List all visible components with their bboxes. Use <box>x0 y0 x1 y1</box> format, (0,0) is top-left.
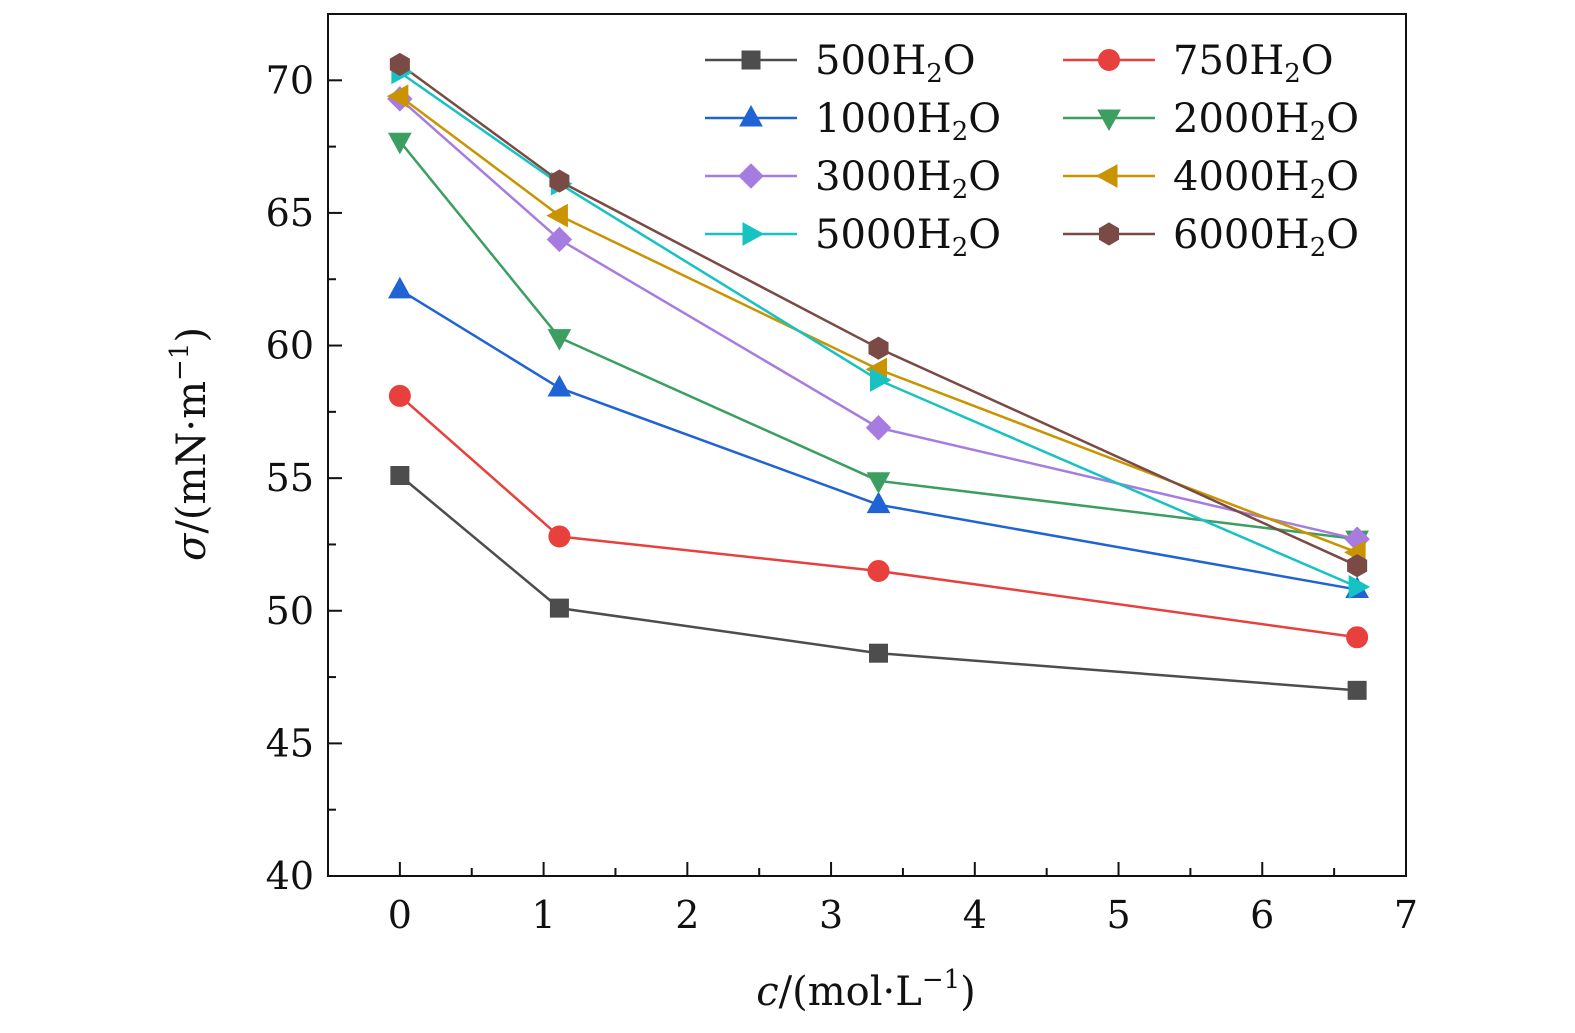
legend-3000ho-label: 3000H2O <box>815 154 1001 205</box>
x-axis-title: c/(mol·L−1) <box>756 965 976 1015</box>
legend-1000ho-label: 1000H2O <box>815 96 1001 147</box>
y-tick-label: 70 <box>266 58 314 102</box>
legend-6000ho-marker <box>1098 222 1120 246</box>
legend-4000ho-marker <box>1095 164 1118 188</box>
legend-2000ho-label: 2000H2O <box>1173 96 1359 147</box>
legend-5000ho-label: 5000H2O <box>815 212 1001 263</box>
series-1000ho-point <box>388 276 412 299</box>
x-tick-label: 6 <box>1250 893 1274 937</box>
series-5000ho-point <box>1348 575 1371 599</box>
y-tick-label: 50 <box>266 589 314 633</box>
series-markers <box>386 52 1371 700</box>
series-750ho-line <box>399 394 1358 639</box>
series-2000ho-point <box>547 329 572 351</box>
series-750ho-point <box>867 559 890 582</box>
series-500ho-point <box>1347 680 1367 700</box>
x-tick-label: 7 <box>1394 893 1418 937</box>
series-2000ho-point <box>388 132 412 155</box>
series-1000ho-line <box>399 288 1358 591</box>
x-tick-label: 4 <box>963 893 987 937</box>
series-4000ho-point <box>386 84 409 109</box>
series-2000ho-line <box>398 140 1358 541</box>
series-2000ho-point <box>866 472 891 494</box>
series-6000ho-point <box>549 169 570 193</box>
legend-6000ho-label: 6000H2O <box>1173 212 1359 263</box>
series-750ho-point <box>548 525 571 548</box>
series-3000ho-point <box>865 415 892 441</box>
legend-500ho-label: 500H2O <box>815 38 976 89</box>
series-500ho-point <box>390 466 410 486</box>
axis-titles: c/(mol·L−1) σ/(mN·m−1) <box>165 327 976 1015</box>
series-6000ho-point <box>389 52 410 76</box>
series-500ho-line <box>399 474 1358 692</box>
x-tick-label: 1 <box>532 893 556 937</box>
series-1000ho-point <box>547 374 572 397</box>
series-750ho-point <box>388 384 411 407</box>
series-750ho-point <box>1346 626 1369 649</box>
x-tick-label: 0 <box>388 893 412 937</box>
series-6000ho-point <box>1347 554 1368 578</box>
legend-750ho-label: 750H2O <box>1173 38 1334 89</box>
legend-4000ho-label: 4000H2O <box>1173 154 1359 205</box>
series-6000ho-line <box>399 63 1358 567</box>
legend-500ho-marker <box>741 50 761 70</box>
series-500ho-point <box>868 643 888 663</box>
series-5000ho-line <box>399 71 1358 589</box>
series-4000ho-point <box>546 203 568 228</box>
legend-3000ho-marker <box>738 163 764 189</box>
x-tick-label: 2 <box>675 893 699 937</box>
y-tick-label: 65 <box>266 191 314 235</box>
y-tick-label: 60 <box>266 324 314 368</box>
y-axis-title: σ/(mN·m−1) <box>165 327 215 561</box>
series-1000ho-point <box>866 491 891 514</box>
series-4000ho-line <box>399 95 1358 554</box>
y-tick-label: 55 <box>266 456 314 500</box>
series-6000ho-point <box>868 336 889 360</box>
series-5000ho-point <box>869 368 892 392</box>
legend-5000ho-marker <box>742 222 765 246</box>
legend-1000ho-marker <box>739 104 763 127</box>
series-3000ho-point <box>546 226 573 253</box>
series-lines <box>398 63 1358 692</box>
plot-frame <box>327 13 1407 877</box>
legend: 500H2O 750H2O 1000H2O 2000H2O 3000H2O 4000H2O… <box>705 38 1359 263</box>
y-tick-label: 45 <box>266 721 314 765</box>
y-tick-label: 40 <box>266 854 314 898</box>
x-tick-label: 5 <box>1106 893 1130 937</box>
legend-2000ho-marker <box>1097 109 1121 132</box>
series-500ho-point <box>549 598 569 618</box>
legend-750ho-marker <box>1098 49 1120 71</box>
x-tick-label: 3 <box>819 893 843 937</box>
